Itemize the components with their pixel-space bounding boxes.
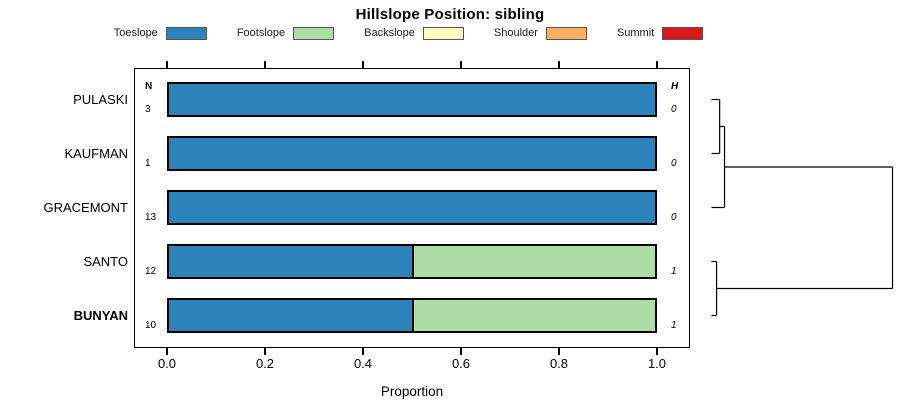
x-tick-top [362, 61, 364, 68]
legend-label: Shoulder [493, 27, 538, 39]
h-value: 0 [671, 104, 677, 115]
category-label-pulaski: PULASKI [73, 92, 128, 107]
bar-row-gracemont [167, 190, 657, 225]
h-column-header: H [671, 81, 679, 92]
n-value: 10 [145, 320, 157, 331]
h-value: 0 [671, 158, 677, 169]
bar-segment-toeslope [169, 84, 655, 115]
legend-label: Summit [616, 27, 655, 39]
legend: Toeslope Footslope Backslope Shoulder Summit [0, 25, 817, 41]
x-tick-bottom [166, 347, 168, 355]
bar-segment-footslope [412, 300, 655, 331]
legend-swatch-shoulder [545, 26, 587, 40]
n-value: 12 [145, 266, 157, 277]
h-value: 1 [671, 320, 677, 331]
legend-swatch-toeslope [165, 26, 207, 40]
x-tick-top [460, 61, 462, 68]
category-label-santo: SANTO [83, 254, 128, 269]
bar-row-pulaski [167, 82, 657, 117]
x-tick-label: 0.4 [353, 356, 373, 371]
bar-segment-toeslope [169, 246, 412, 277]
x-tick-label: 1.0 [647, 356, 667, 371]
legend-item-backslope: Backslope [364, 26, 464, 40]
h-value: 0 [671, 212, 677, 223]
x-tick-bottom [656, 347, 658, 355]
x-tick-bottom [460, 347, 462, 355]
legend-swatch-backslope [422, 26, 464, 40]
x-tick-bottom [362, 347, 364, 355]
n-column-header: N [145, 81, 153, 92]
legend-label: Backslope [364, 27, 415, 39]
legend-item-toeslope: Toeslope [113, 26, 207, 40]
x-tick-top [656, 61, 658, 68]
category-label-bunyan: BUNYAN [73, 308, 128, 323]
n-value: 1 [145, 158, 151, 169]
n-value: 3 [145, 104, 151, 115]
x-axis-label: Proportion [380, 384, 444, 399]
bar-segment-toeslope [169, 192, 655, 223]
legend-swatch-summit [662, 26, 704, 40]
legend-item-shoulder: Shoulder [493, 26, 587, 40]
category-label-kaufman: KAUFMAN [64, 146, 128, 161]
n-value: 13 [145, 212, 157, 223]
bar-segment-toeslope [169, 138, 655, 169]
bar-row-santo [167, 244, 657, 279]
bar-row-kaufman [167, 136, 657, 171]
bar-row-bunyan [167, 298, 657, 333]
legend-swatch-footslope [293, 26, 335, 40]
legend-item-summit: Summit [616, 26, 704, 40]
x-tick-label: 0.2 [255, 356, 275, 371]
x-tick-label: 0.6 [451, 356, 471, 371]
chart-title: Hillslope Position: sibling [355, 6, 545, 23]
x-tick-top [264, 61, 266, 68]
legend-label: Footslope [236, 27, 286, 39]
x-tick-label: 0.8 [549, 356, 569, 371]
x-tick-bottom [558, 347, 560, 355]
x-tick-top [558, 61, 560, 68]
bar-segment-footslope [412, 246, 655, 277]
x-tick-label: 0.0 [157, 356, 177, 371]
legend-item-footslope: Footslope [236, 26, 335, 40]
h-value: 1 [671, 266, 677, 277]
x-tick-top [166, 61, 168, 68]
bar-segment-toeslope [169, 300, 412, 331]
x-tick-bottom [264, 347, 266, 355]
category-label-gracemont: GRACEMONT [43, 200, 129, 215]
legend-label: Toeslope [113, 27, 158, 39]
